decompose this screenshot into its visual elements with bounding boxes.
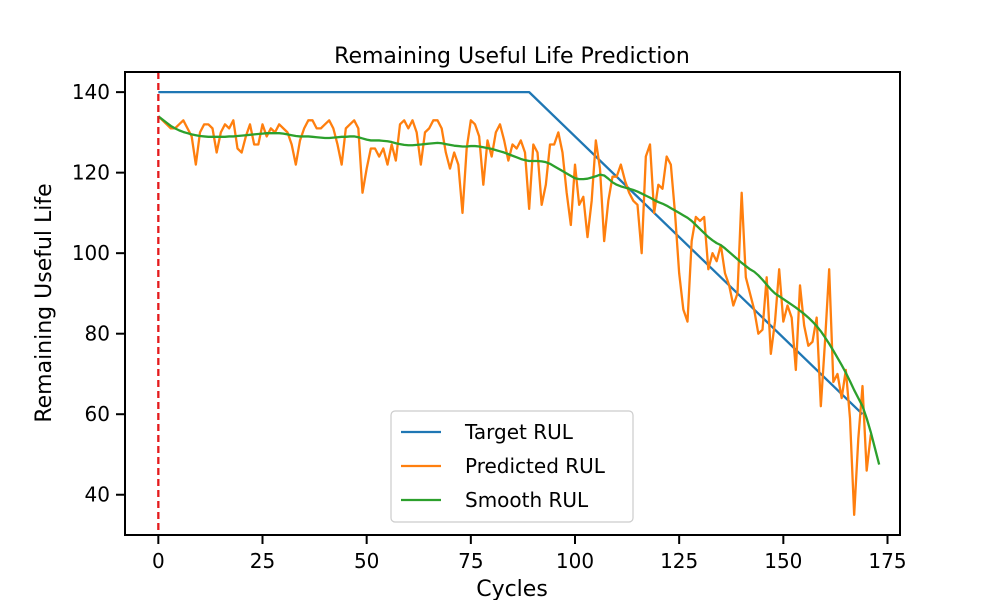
plot-area xyxy=(157,72,881,535)
series-line-target-rul xyxy=(158,90,864,416)
x-tick-label: 125 xyxy=(660,549,698,573)
chart-title: Remaining Useful Life Prediction xyxy=(334,44,690,69)
legend: Target RUL Predicted RUL Smooth RUL xyxy=(390,410,634,523)
axes: 0 25 50 75 100 125 150 175 40 60 80 100 120 140 xyxy=(72,71,907,573)
series-line-smooth-rul xyxy=(157,115,881,465)
legend-box xyxy=(390,410,634,523)
y-tick-label: 80 xyxy=(85,322,110,346)
legend-label-smooth-rul: Smooth RUL xyxy=(465,488,589,512)
y-tick-label: 120 xyxy=(72,161,110,185)
x-tick-label: 0 xyxy=(152,549,165,573)
x-tick-label: 25 xyxy=(250,549,275,573)
x-tick-label: 100 xyxy=(556,549,594,573)
y-tick-label: 60 xyxy=(85,402,110,426)
plot-frame xyxy=(124,71,901,536)
x-axis-label: Cycles xyxy=(476,577,548,600)
series-line-predicted-rul xyxy=(157,115,872,517)
legend-label-predicted-rul: Predicted RUL xyxy=(465,454,606,478)
x-tick-label: 75 xyxy=(458,549,483,573)
series-group xyxy=(157,90,881,517)
y-tick-label: 140 xyxy=(72,80,110,104)
y-tick-label: 100 xyxy=(72,241,110,265)
x-tick-label: 175 xyxy=(868,549,906,573)
y-tick-label: 40 xyxy=(85,483,110,507)
x-tick-label: 50 xyxy=(354,549,379,573)
x-tick-label: 150 xyxy=(764,549,802,573)
y-axis-label: Remaining Useful Life xyxy=(32,183,57,422)
legend-label-target-rul: Target RUL xyxy=(464,420,574,444)
